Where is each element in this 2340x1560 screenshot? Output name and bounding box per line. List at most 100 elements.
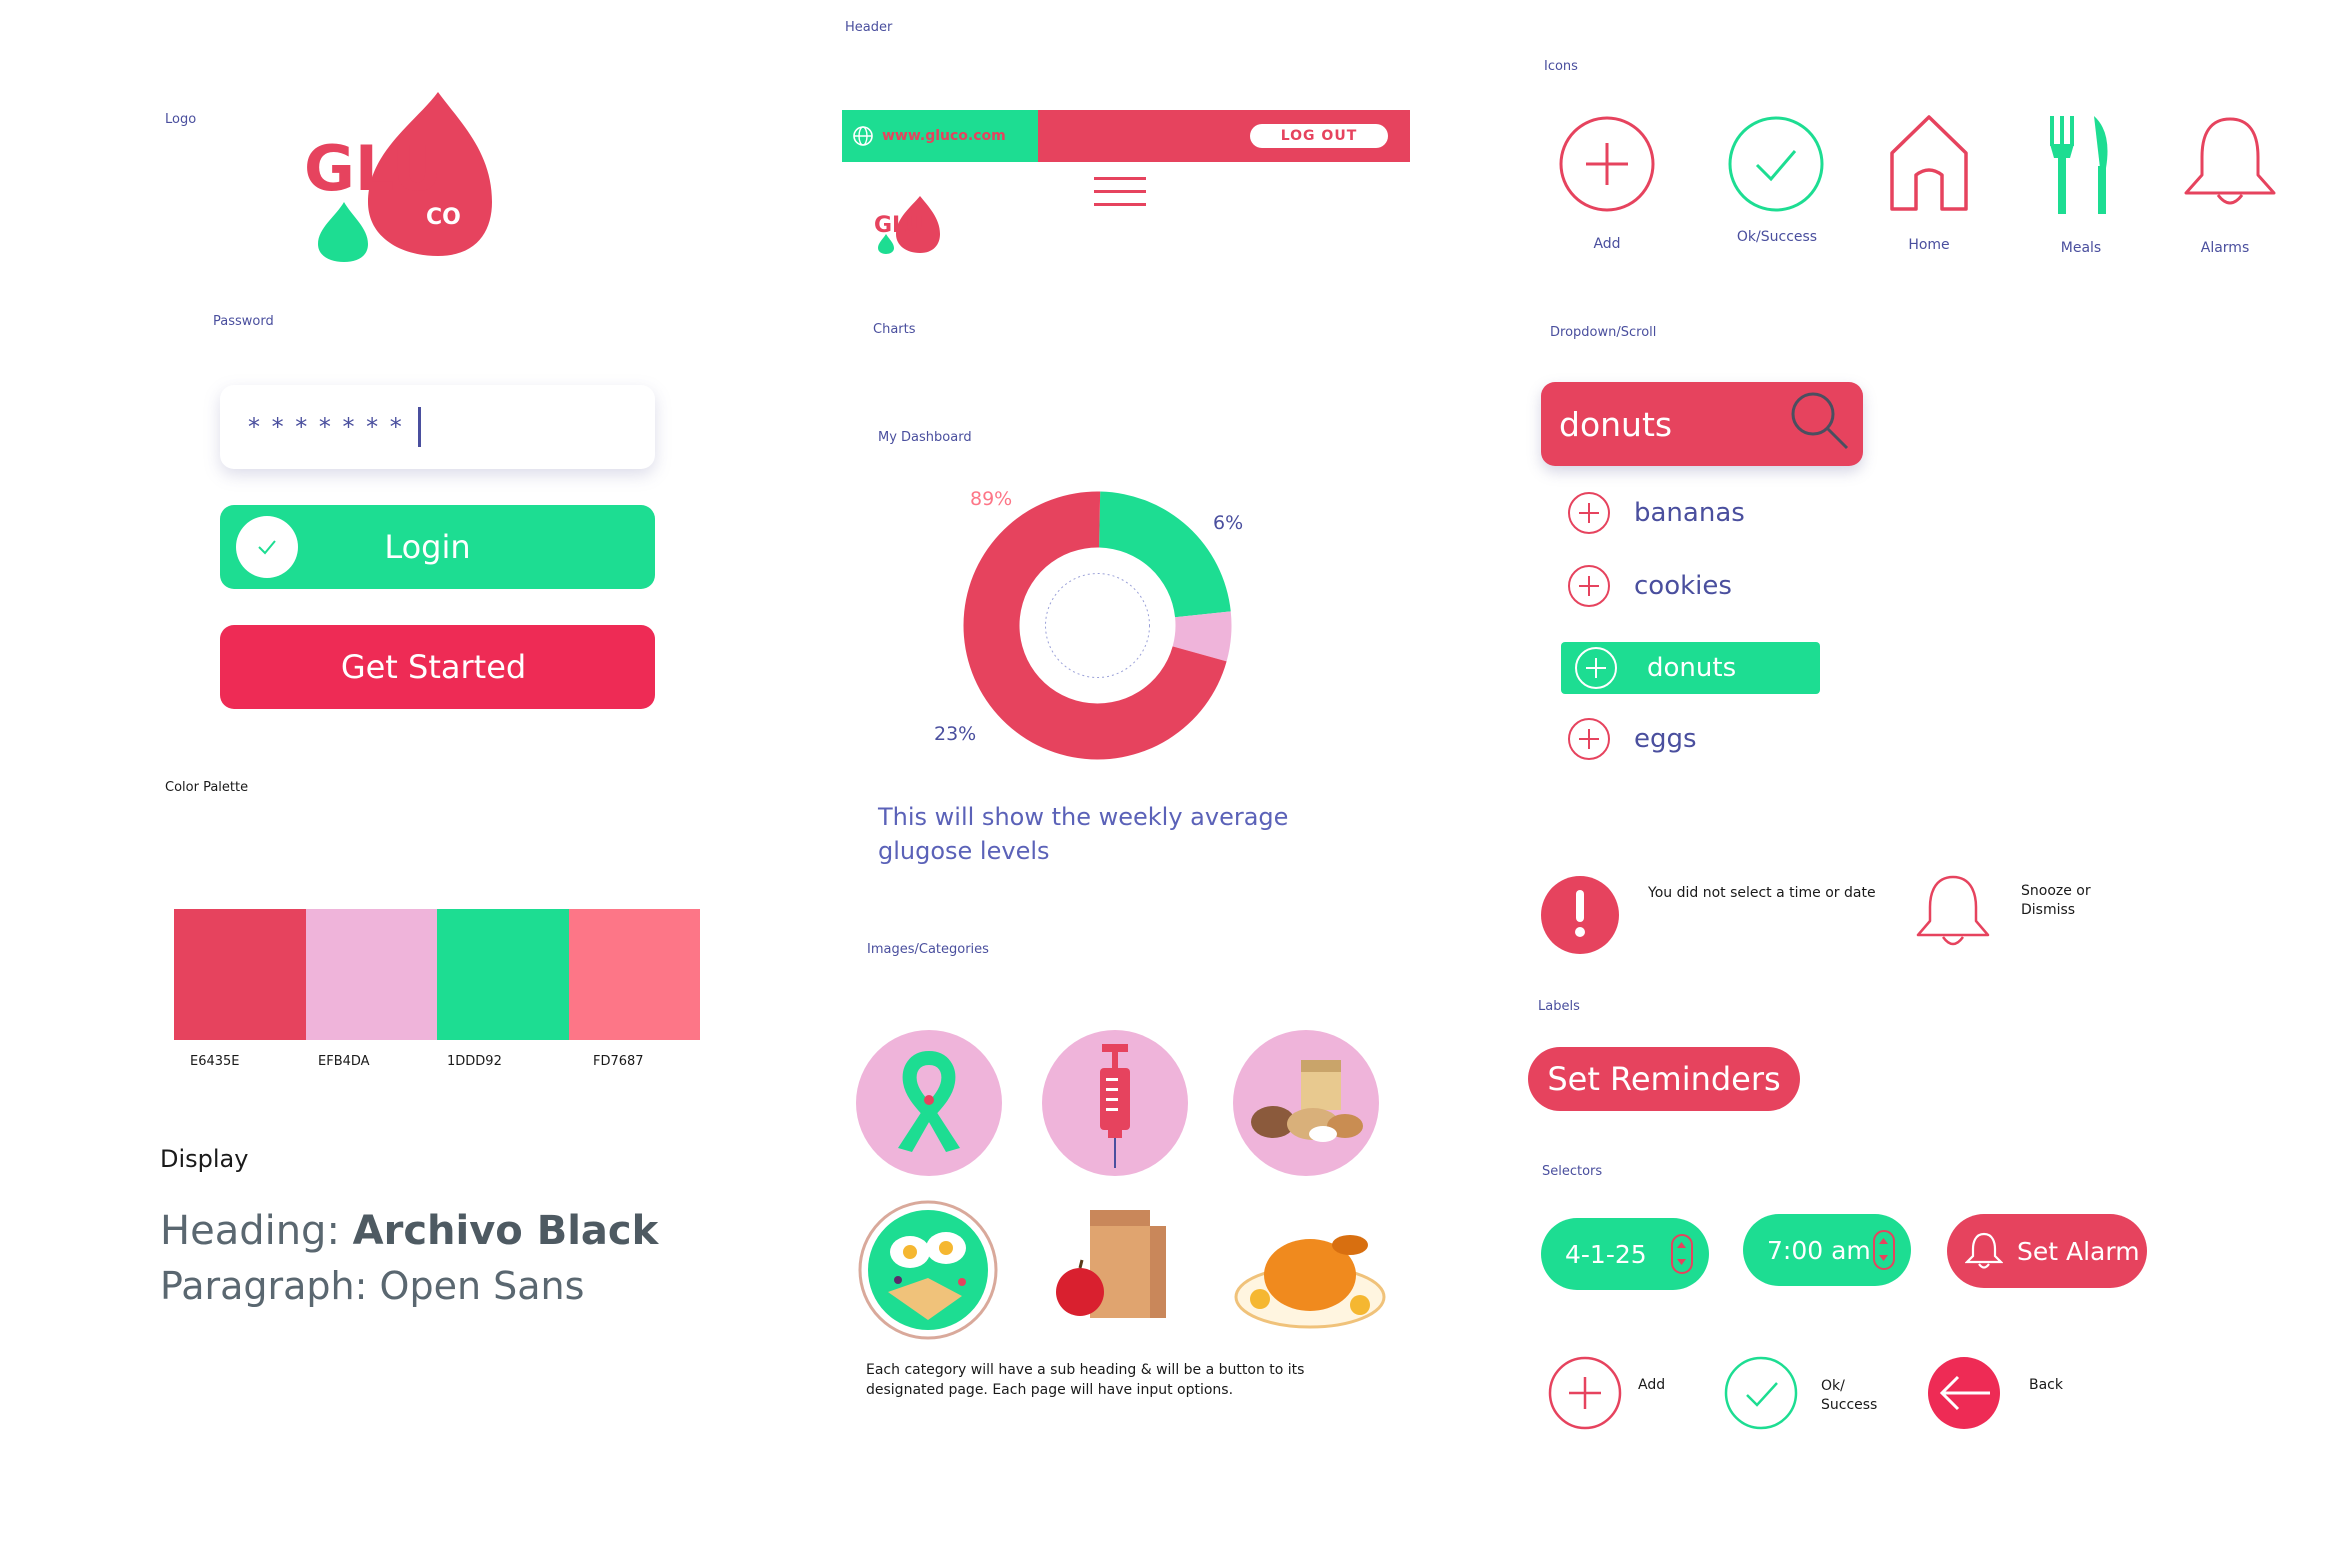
donut-slice-2 [963,491,1227,760]
hex-coral: FD7687 [593,1054,644,1069]
svg-text:GLU: GLU [304,132,443,205]
dropdown-item-cookies[interactable]: cookies [1568,565,1732,607]
category-bread[interactable] [1233,1030,1379,1176]
fork-knife-icon[interactable] [2048,112,2114,218]
login-button[interactable]: Login [220,505,655,589]
section-label-selectors: Selectors [1542,1164,1603,1179]
category-breakfast[interactable] [858,1200,998,1340]
url-bar: www.gluco.com [842,110,1038,162]
snooze-line-1: Snooze or [2021,883,2091,899]
globe-icon [853,126,873,146]
display-heading-line: Heading: Archivo Black [160,1208,658,1254]
icon-label-ok: Ok/Success [1736,229,1818,245]
date-selector[interactable]: 4-1-25 [1541,1218,1709,1290]
swatch-primary [174,909,306,1040]
icon-label-add: Add [1593,236,1621,252]
section-label-labels: Labels [1538,999,1580,1014]
section-label-charts: Charts [873,322,916,337]
bell-icon [1965,1232,2003,1269]
search-icon[interactable] [1787,388,1853,454]
bottom-add-label: Add [1638,1377,1666,1393]
dropdown-item-eggs[interactable]: eggs [1568,718,1697,760]
hamburger-menu-icon[interactable] [1094,177,1146,209]
login-label: Login [384,528,471,566]
password-field[interactable]: * * * * * * * [220,385,655,469]
logout-button[interactable]: LOG OUT [1250,124,1388,148]
category-syringe[interactable] [1042,1030,1188,1176]
paragraph-prefix: Paragraph: [160,1264,380,1308]
bottom-back-label: Back [2029,1377,2063,1393]
syringe-icon [1100,1044,1130,1168]
get-started-label: Get Started [340,648,527,686]
snooze-text: Snooze or Dismiss [2021,882,2091,920]
add-circle-icon [1568,565,1610,607]
bottom-ok-label: Ok/ Success [1821,1377,1877,1415]
donut-slice-1 [1172,611,1232,662]
category-dinner[interactable] [1230,1205,1390,1335]
chart-label-left-bottom: 23% [934,723,977,745]
swatch-coral [569,909,700,1040]
url-text: www.gluco.com [882,128,1006,144]
plus-circle-icon[interactable] [1558,115,1656,217]
svg-text:CO: CO [426,205,461,230]
bell-icon[interactable] [2180,113,2280,217]
section-label-logo: Logo [165,112,197,127]
bread-grains-icon [1251,1060,1363,1142]
stepper-icon[interactable] [1873,1230,1895,1270]
dropdown-item-bananas[interactable]: bananas [1568,492,1745,534]
warning-icon [1541,876,1619,954]
back-arrow-icon[interactable] [1928,1357,2000,1429]
logout-label: LOG OUT [1280,128,1358,144]
logo-wordmark: GLU [304,132,443,205]
add-circle-icon [1568,718,1610,760]
warning-text: You did not select a time or date [1648,885,1876,901]
check-circle-icon-large[interactable] [1727,115,1825,217]
lunch-bag-icon [1056,1210,1166,1318]
icon-label-home: Home [1908,237,1950,253]
set-alarm-button[interactable]: Set Alarm [1947,1214,2147,1288]
time-value: 7:00 am [1767,1235,1871,1265]
dropdown-search-value: donuts [1559,404,1673,444]
search-dropdown[interactable]: donuts [1541,382,1863,466]
section-label-dropdown: Dropdown/Scroll [1550,325,1657,340]
dropdown-item-label: cookies [1634,571,1732,601]
ok-circle-icon-bottom[interactable] [1723,1355,1799,1435]
snooze-line-2: Dismiss [2021,902,2076,918]
time-selector[interactable]: 7:00 am [1743,1214,1911,1286]
add-circle-icon-bottom[interactable] [1547,1355,1623,1435]
hex-green: 1DDD92 [447,1054,502,1069]
password-mask: * * * * * * * [248,413,404,441]
text-cursor [417,407,421,447]
categories-note-line-1: Each category will have a sub heading & … [866,1362,1305,1378]
dropdown-item-donuts-selected[interactable]: donuts [1561,642,1820,694]
categories-note: Each category will have a sub heading & … [866,1360,1304,1400]
get-started-button[interactable]: Get Started [220,625,655,709]
category-lunch[interactable] [1050,1210,1180,1320]
check-circle-icon [236,516,298,578]
section-label-password: Password [213,314,274,329]
donut-chart [960,488,1235,763]
icon-label-meals: Meals [2060,240,2102,256]
paragraph-font-name: Open Sans [379,1264,585,1308]
svg-text:GLU: GLU [874,213,923,238]
donut-center-ring [1045,573,1150,678]
category-ribbon[interactable] [856,1030,1002,1176]
description-line-1: This will show the weekly average [878,803,1289,831]
header-mock-bar: www.gluco.com LOG OUT [842,110,1410,162]
swatch-green [437,909,569,1040]
set-reminders-label[interactable]: Set Reminders [1528,1047,1800,1111]
display-paragraph-line: Paragraph: Open Sans [160,1264,584,1308]
snooze-bell-icon[interactable] [1914,873,1992,957]
dropdown-item-label: bananas [1634,498,1745,528]
stepper-icon[interactable] [1671,1234,1693,1274]
gluco-logo: GLU CO [296,92,496,262]
donut-slice-0 [1099,491,1231,618]
home-icon[interactable] [1886,113,1972,217]
breakfast-plate-icon [858,1200,998,1340]
description-line-2: glugose levels [878,837,1050,865]
section-label-icons: Icons [1544,59,1578,74]
heading-prefix: Heading: [160,1208,353,1254]
hex-primary: E6435E [190,1054,240,1069]
ribbon-icon [898,1050,960,1152]
section-label-display: Display [160,1145,249,1173]
